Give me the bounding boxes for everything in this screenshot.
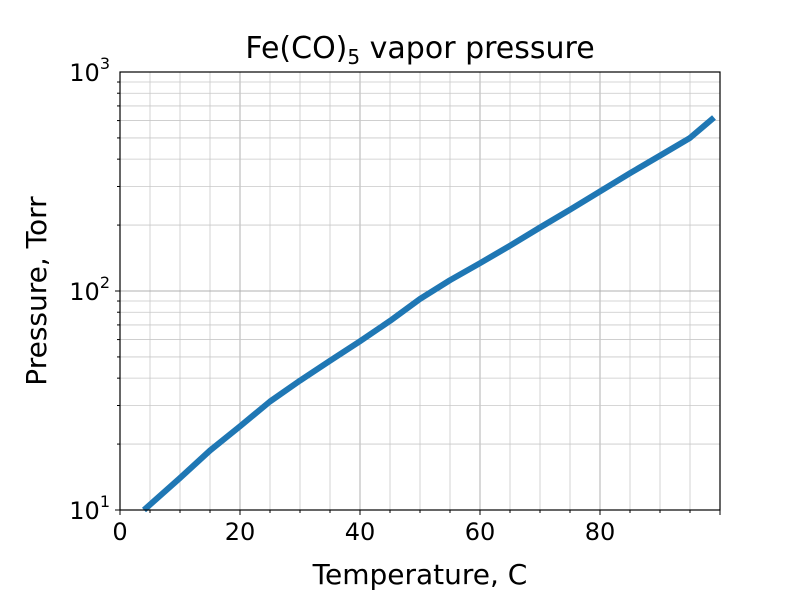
y-tick-label: 101 [69, 492, 110, 525]
y-axis-label: Pressure, Torr [20, 196, 53, 386]
ticks: 0 20 40 60 80 101 102 103 [69, 54, 721, 546]
chart-title: Fe(CO)5 vapor pressure [245, 31, 594, 69]
x-tick-label: 0 [112, 518, 127, 546]
grid [119, 72, 721, 511]
x-tick-label: 20 [225, 518, 256, 546]
title-rest: vapor pressure [360, 31, 595, 66]
y-tick-label: 103 [69, 54, 110, 87]
x-axis-label: Temperature, C [312, 558, 528, 591]
x-tick-label: 60 [465, 518, 496, 546]
series-layer [142, 115, 716, 513]
x-tick-label: 80 [585, 518, 616, 546]
title-subscript: 5 [347, 45, 360, 69]
x-tick-label: 40 [345, 518, 376, 546]
series-line-0 [142, 115, 716, 513]
y-tick-label: 102 [69, 273, 110, 306]
title-main: Fe(CO) [245, 31, 347, 66]
